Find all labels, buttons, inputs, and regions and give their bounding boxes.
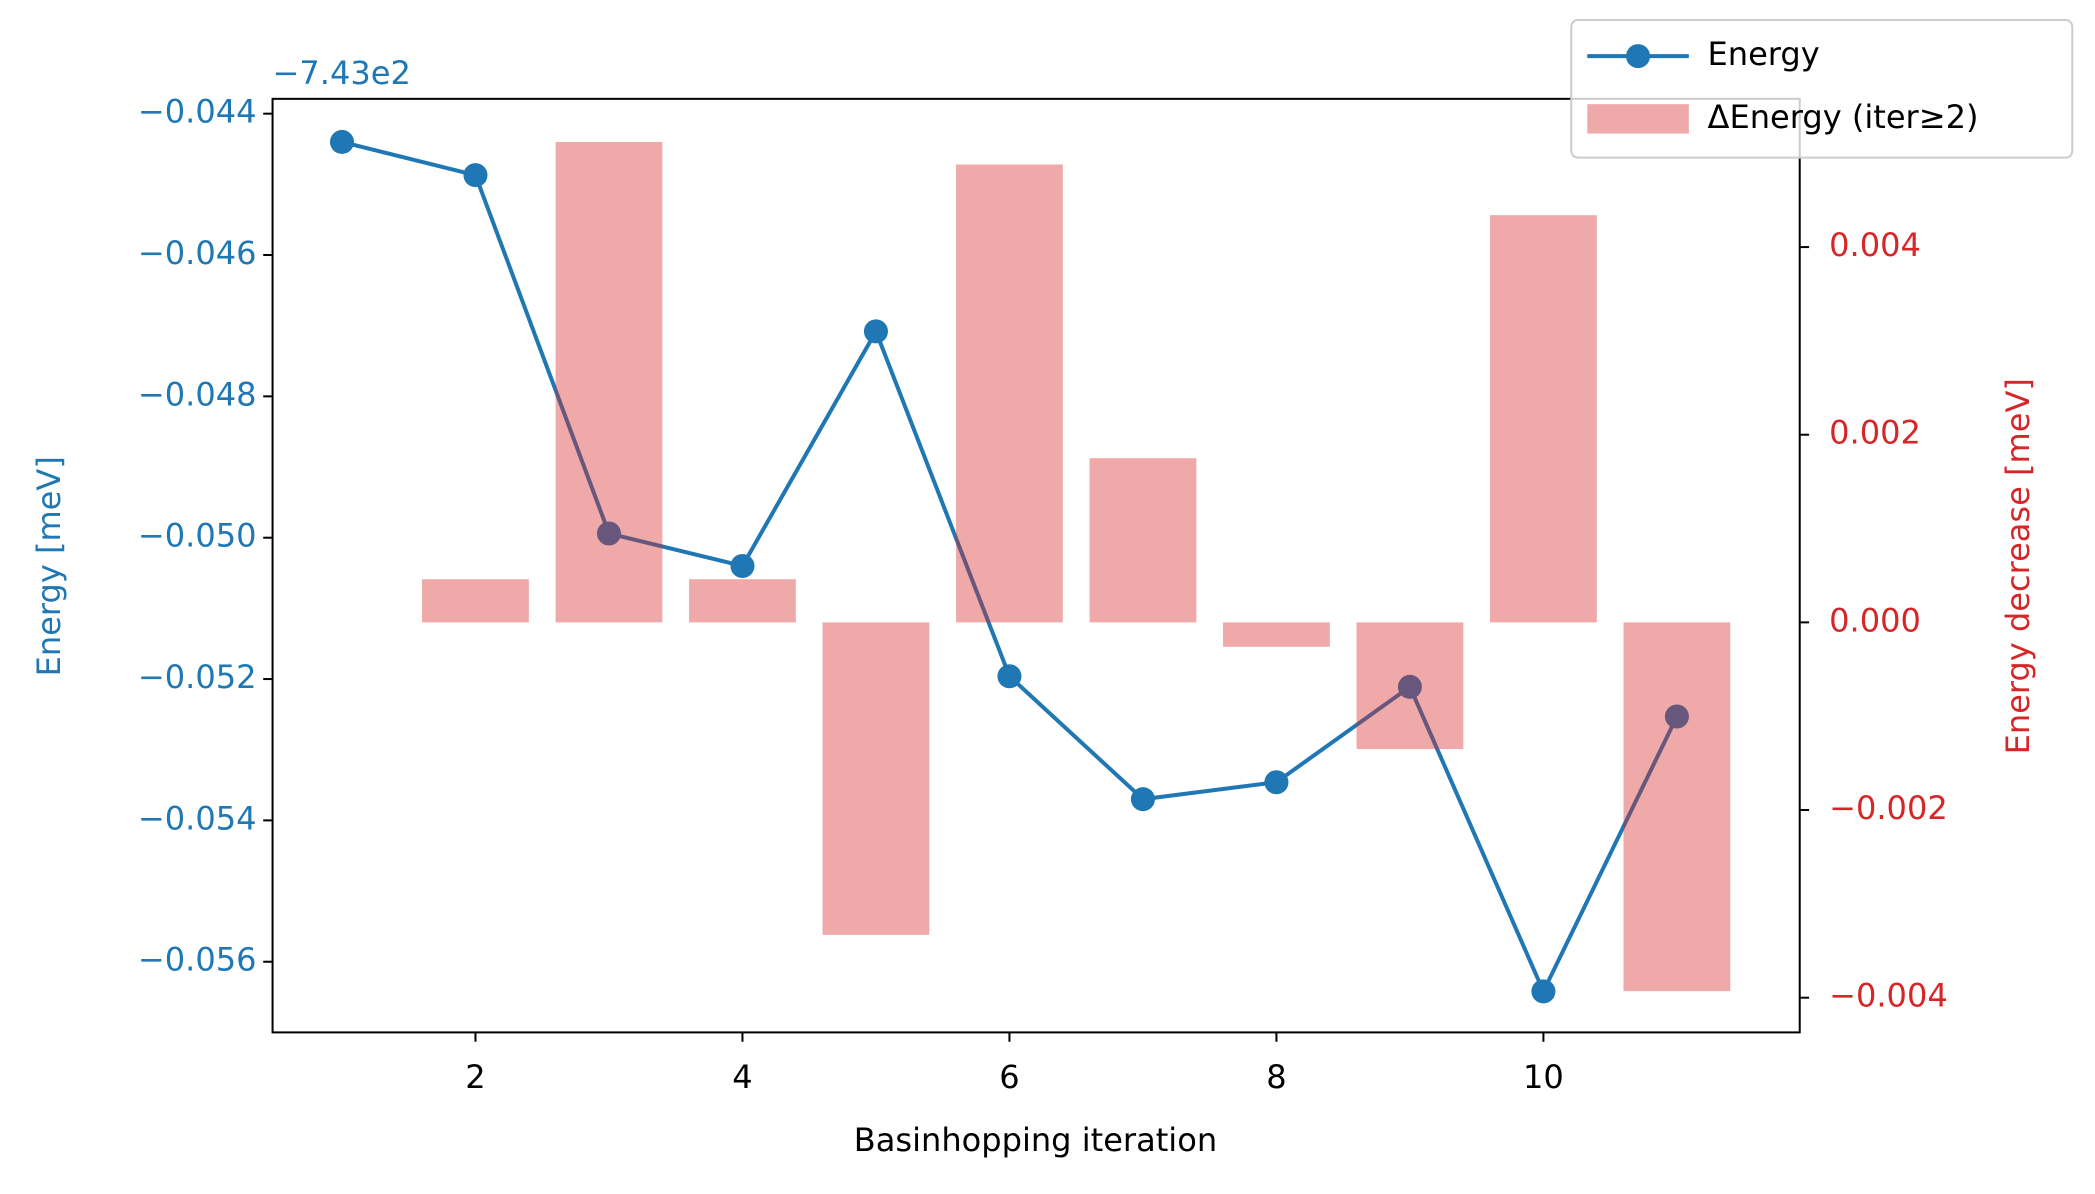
delta-bar	[1223, 622, 1330, 647]
delta-bar	[1356, 622, 1464, 750]
y2-tick-label: 0.002	[1829, 414, 1921, 452]
energy-marker	[1130, 787, 1155, 812]
y2-axis-label: Energy decrease [meV]	[1999, 378, 2037, 754]
delta-bar	[1490, 215, 1597, 623]
energy-marker	[1264, 770, 1289, 795]
y-tick-label: −0.050	[138, 517, 257, 555]
legend-marker	[1626, 44, 1651, 69]
x-tick-label: 6	[999, 1058, 1019, 1096]
plot-frame	[271, 97, 1801, 1034]
energy-marker	[1397, 674, 1422, 699]
legend-label: ΔEnergy (iter≥2)	[1708, 98, 1979, 136]
y2-tick-label: 0.000	[1829, 601, 1921, 639]
y2-tick-label: −0.002	[1829, 789, 1948, 827]
x-axis-label: Basinhopping iteration	[854, 1121, 1217, 1159]
x-tick-label: 10	[1523, 1058, 1564, 1096]
x-tick-label: 8	[1266, 1058, 1286, 1096]
x-tick-label: 2	[465, 1058, 485, 1096]
energy-marker	[596, 521, 621, 546]
offset-text: −7.43e2	[273, 54, 411, 92]
y-tick-label: −0.054	[138, 799, 257, 837]
energy-marker	[329, 129, 355, 154]
y2-tick-label: −0.004	[1829, 977, 1948, 1015]
y-tick-label: −0.056	[138, 941, 257, 979]
energy-marker	[1531, 979, 1556, 1004]
energy-marker	[863, 319, 888, 344]
energy-marker	[730, 553, 755, 578]
legend-label: Energy	[1708, 35, 1820, 73]
y-axis-label: Energy [meV]	[30, 456, 68, 676]
y-tick-label: −0.044	[138, 93, 257, 131]
delta-bar	[689, 579, 796, 623]
legend-box	[1570, 19, 2074, 159]
energy-marker	[997, 664, 1022, 689]
y-tick-label: −0.052	[138, 658, 257, 696]
energy-marker	[463, 163, 488, 188]
legend-swatch	[1587, 104, 1689, 134]
x-tick-label: 4	[732, 1058, 752, 1096]
y2-tick-label: 0.004	[1829, 226, 1921, 264]
delta-bar	[555, 141, 663, 623]
energy-marker	[1664, 704, 1689, 729]
y-tick-label: −0.046	[138, 234, 257, 272]
delta-bar	[1089, 458, 1197, 623]
delta-bar	[422, 579, 529, 623]
delta-bar	[1623, 622, 1731, 992]
delta-bar	[822, 622, 930, 935]
delta-bar	[956, 164, 1063, 623]
y-tick-label: −0.048	[138, 375, 257, 413]
